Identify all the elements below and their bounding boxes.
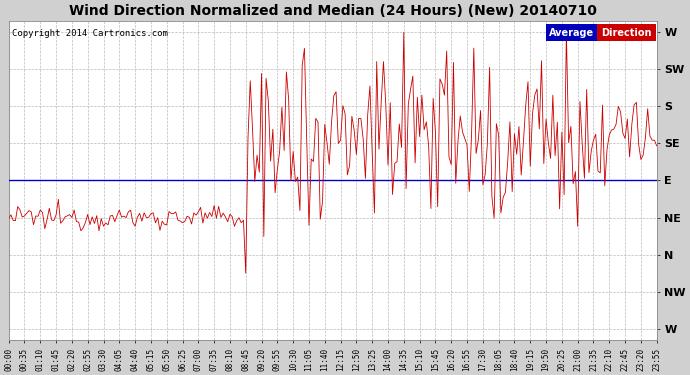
Text: Copyright 2014 Cartronics.com: Copyright 2014 Cartronics.com bbox=[12, 29, 168, 38]
Text: Direction: Direction bbox=[602, 28, 652, 38]
Title: Wind Direction Normalized and Median (24 Hours) (New) 20140710: Wind Direction Normalized and Median (24… bbox=[69, 4, 597, 18]
Text: Average: Average bbox=[549, 28, 594, 38]
